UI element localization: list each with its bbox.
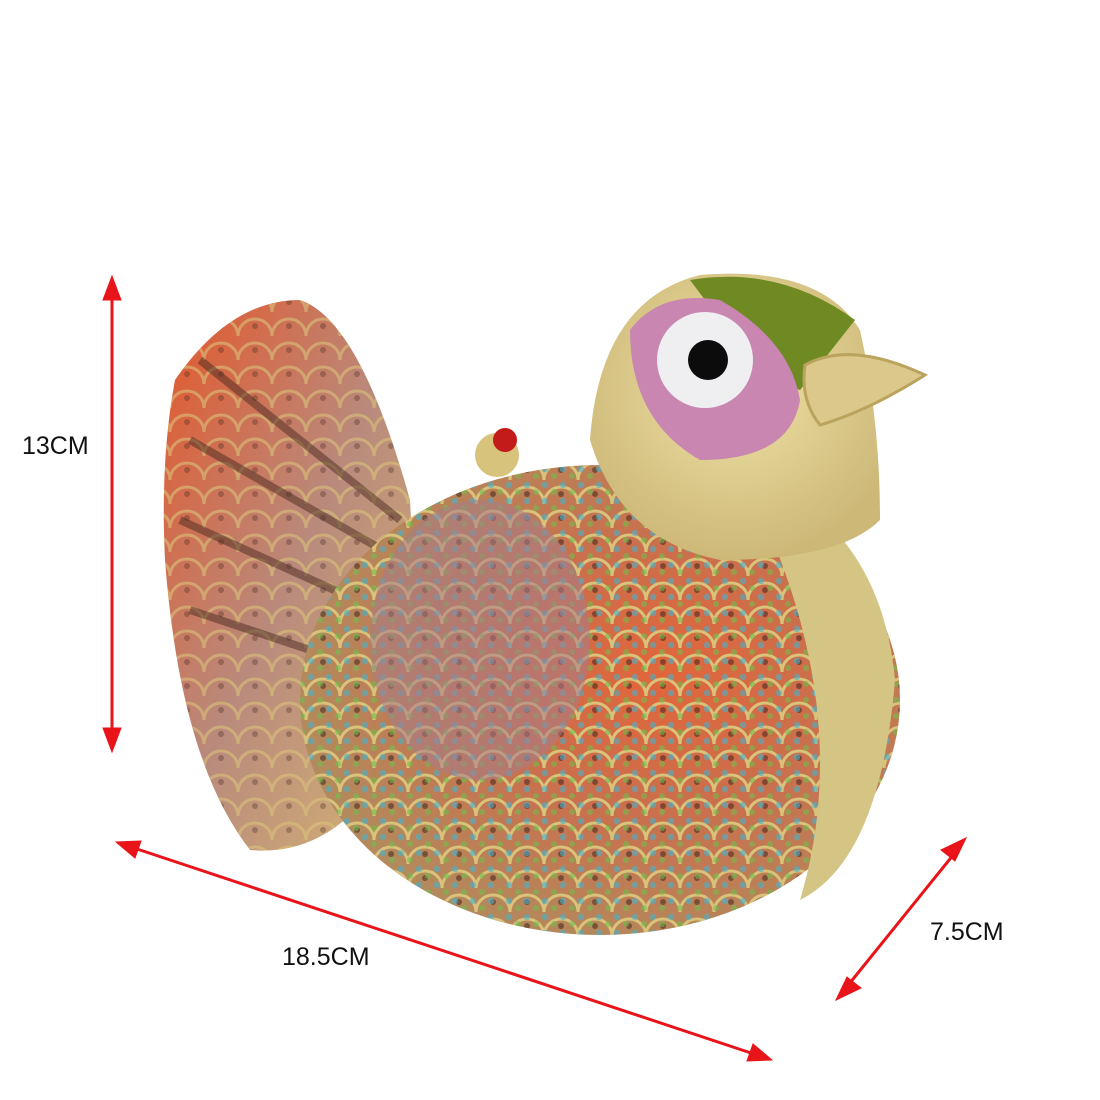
length-arrow bbox=[114, 840, 774, 1062]
bird-beak bbox=[802, 353, 929, 427]
dimension-arrows bbox=[102, 274, 968, 1062]
length-label: 18.5CM bbox=[282, 943, 370, 971]
depth-label: 7.5CM bbox=[930, 918, 1004, 946]
bird-eye bbox=[688, 340, 728, 380]
bird-head bbox=[590, 273, 929, 560]
depth-arrow bbox=[834, 836, 968, 1002]
bird-clasp bbox=[475, 428, 519, 477]
height-label: 13CM bbox=[22, 432, 89, 460]
height-arrow bbox=[102, 274, 122, 754]
bird-body bbox=[300, 465, 900, 935]
